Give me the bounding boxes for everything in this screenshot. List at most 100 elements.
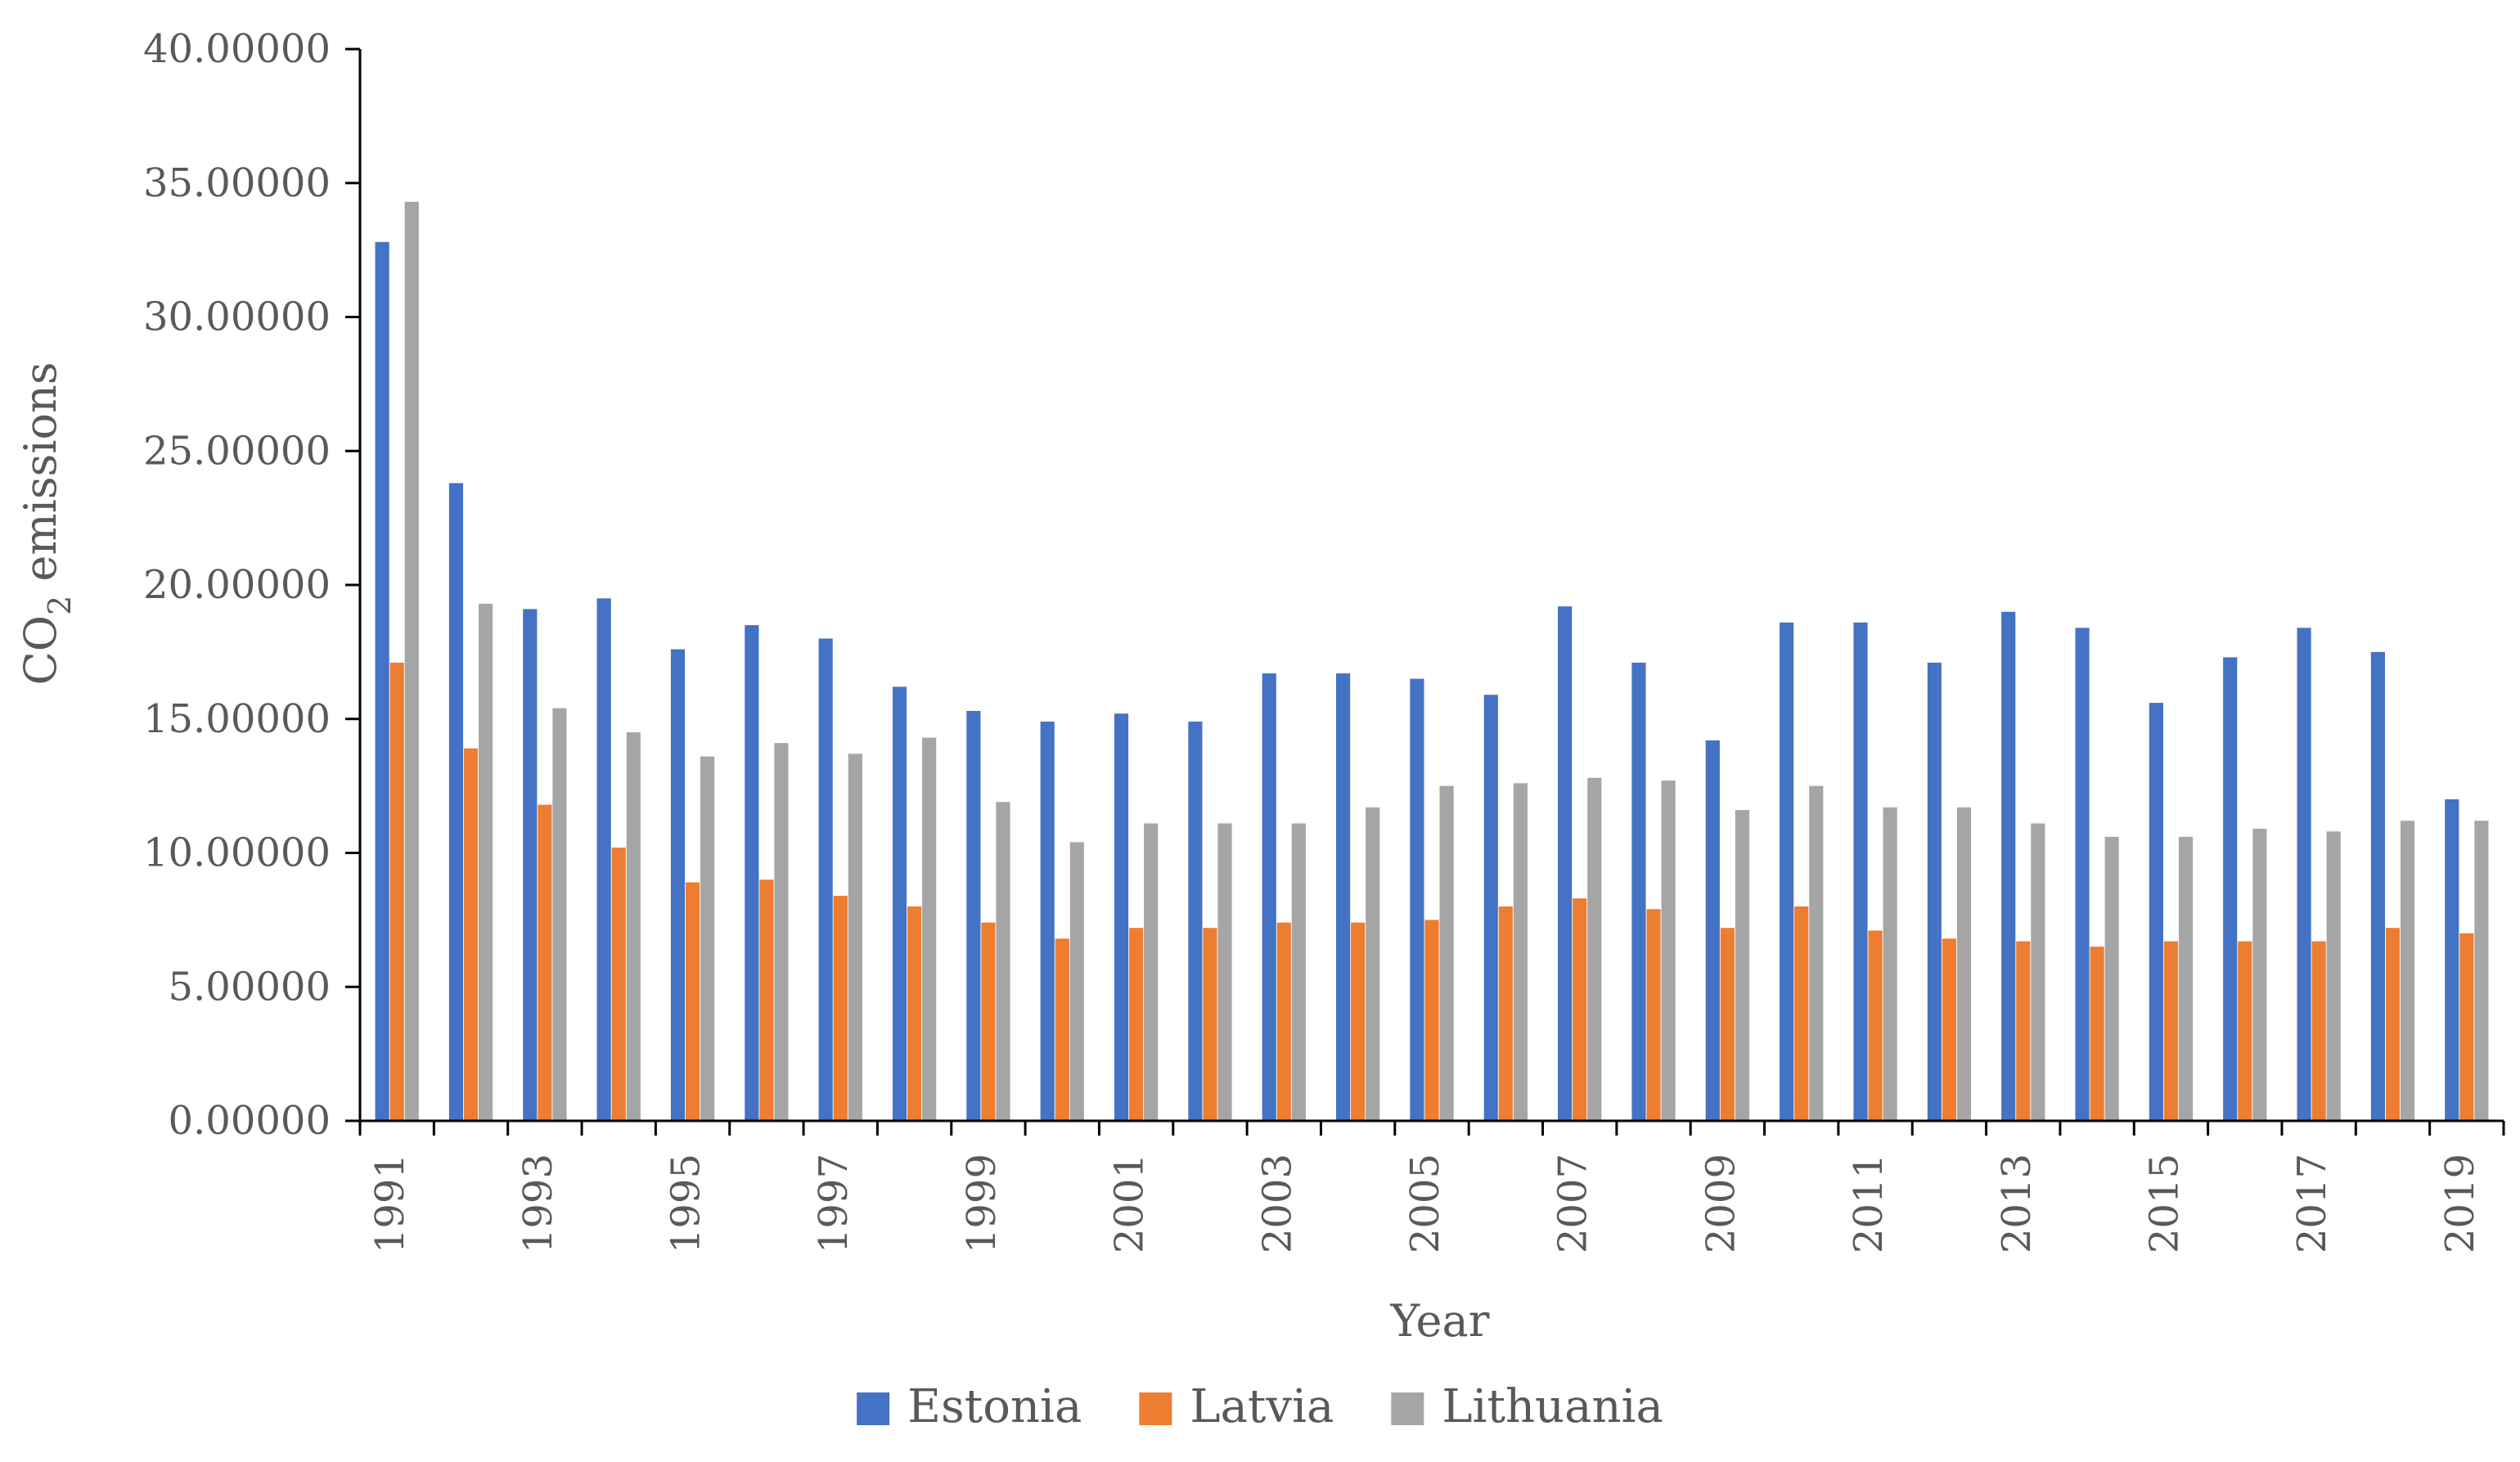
bar-estonia-1997 bbox=[818, 638, 833, 1121]
bar-estonia-2010 bbox=[1780, 622, 1794, 1121]
legend-swatch-lithuania bbox=[1391, 1392, 1424, 1425]
bar-latvia-1993 bbox=[538, 804, 552, 1121]
bar-lithuania-2012 bbox=[1956, 807, 1972, 1121]
bar-lithuania-2003 bbox=[1291, 823, 1306, 1121]
x-tick-label: 1991 bbox=[367, 1154, 413, 1253]
bar-latvia-1992 bbox=[463, 748, 479, 1121]
bar-estonia-2001 bbox=[1114, 713, 1129, 1121]
x-tick-label: 2009 bbox=[1698, 1154, 1744, 1253]
y-axis-ticks: 0.00000 5.00000 10.00000 15.00000 20.00000 25… bbox=[143, 26, 360, 1144]
bar-latvia-2014 bbox=[2090, 947, 2104, 1121]
legend-label-latvia: Latvia bbox=[1190, 1380, 1334, 1433]
legend-item-latvia: Latvia bbox=[1139, 1380, 1334, 1433]
x-tick-label: 2019 bbox=[2437, 1154, 2483, 1253]
x-tick-label: 1997 bbox=[811, 1154, 857, 1253]
x-tick-label: 2005 bbox=[1402, 1154, 1448, 1253]
y-axis-title-subscript: 2 bbox=[42, 596, 78, 615]
bar-latvia-2000 bbox=[1055, 938, 1069, 1121]
bar-estonia-2019 bbox=[2445, 799, 2459, 1121]
bar-lithuania-2010 bbox=[1809, 785, 1824, 1121]
bar-lithuania-1992 bbox=[479, 603, 493, 1121]
bar-lithuania-1995 bbox=[700, 756, 715, 1121]
y-tick-label: 25.00000 bbox=[143, 428, 331, 474]
bar-estonia-1993 bbox=[523, 609, 538, 1121]
bar-estonia-1998 bbox=[892, 686, 907, 1121]
bar-lithuania-2004 bbox=[1366, 807, 1380, 1121]
bar-latvia-1996 bbox=[759, 879, 774, 1121]
bar-latvia-2001 bbox=[1129, 928, 1144, 1121]
bar-latvia-2011 bbox=[1868, 930, 1883, 1121]
legend-item-lithuania: Lithuania bbox=[1391, 1380, 1663, 1433]
bar-lithuania-1997 bbox=[848, 753, 862, 1121]
bar-estonia-1994 bbox=[596, 598, 611, 1121]
x-tick-label: 2015 bbox=[2141, 1154, 2187, 1253]
x-tick-label: 2007 bbox=[1550, 1154, 1596, 1253]
bar-estonia-2015 bbox=[2149, 703, 2163, 1121]
y-tick-label: 5.00000 bbox=[169, 964, 331, 1010]
y-tick-label: 40.00000 bbox=[143, 26, 331, 72]
bar-lithuania-1998 bbox=[922, 737, 937, 1121]
bar-estonia-2014 bbox=[2075, 628, 2090, 1121]
bar-lithuania-2001 bbox=[1144, 823, 1159, 1121]
y-tick-label: 0.00000 bbox=[169, 1098, 331, 1144]
y-axis-title-suffix: emissions bbox=[15, 362, 66, 595]
bar-lithuania-2017 bbox=[2326, 831, 2341, 1121]
bar-lithuania-1991 bbox=[404, 201, 419, 1121]
bar-lithuania-2015 bbox=[2178, 836, 2194, 1121]
legend: Estonia Latvia Lithuania bbox=[857, 1380, 1663, 1433]
y-tick-label: 10.00000 bbox=[143, 830, 331, 876]
x-axis-ticks: 1991 1993 1995 1997 1999 2001 2003 2005 2007 2009… bbox=[358, 1121, 2505, 1253]
bar-lithuania-2014 bbox=[2104, 836, 2119, 1121]
bar-latvia-2010 bbox=[1794, 906, 1809, 1121]
bar-estonia-1995 bbox=[670, 649, 686, 1121]
bar-lithuania-2002 bbox=[1217, 823, 1232, 1121]
y-tick-label: 20.00000 bbox=[143, 562, 331, 608]
x-tick-label: 2003 bbox=[1254, 1154, 1300, 1253]
bar-latvia-2006 bbox=[1498, 906, 1513, 1121]
bar-latvia-2012 bbox=[1942, 938, 1956, 1121]
x-tick-label: 2001 bbox=[1107, 1154, 1153, 1253]
bar-lithuania-2013 bbox=[2031, 823, 2045, 1121]
bar-lithuania-2006 bbox=[1513, 783, 1528, 1121]
bar-latvia-2005 bbox=[1424, 920, 1439, 1121]
bar-latvia-2017 bbox=[2311, 941, 2326, 1121]
bar-estonia-2013 bbox=[2001, 611, 2016, 1121]
bar-estonia-2009 bbox=[1705, 740, 1720, 1121]
bar-lithuania-2009 bbox=[1735, 810, 1750, 1121]
bar-latvia-1997 bbox=[833, 895, 848, 1121]
bar-estonia-2003 bbox=[1262, 673, 1276, 1121]
bar-lithuania-1994 bbox=[626, 732, 641, 1121]
bar-latvia-2007 bbox=[1573, 898, 1587, 1121]
bar-lithuania-2007 bbox=[1587, 777, 1602, 1121]
bar-estonia-2000 bbox=[1040, 722, 1055, 1121]
bar-estonia-2004 bbox=[1336, 673, 1351, 1121]
bar-latvia-2004 bbox=[1351, 922, 1366, 1121]
y-tick-label: 30.00000 bbox=[143, 295, 331, 340]
bar-estonia-2006 bbox=[1483, 695, 1498, 1121]
bar-lithuania-2016 bbox=[2252, 829, 2267, 1121]
bar-estonia-2008 bbox=[1631, 662, 1646, 1121]
bar-latvia-1995 bbox=[685, 882, 700, 1121]
bar-lithuania-2008 bbox=[1661, 780, 1676, 1121]
bar-latvia-2013 bbox=[2016, 941, 2031, 1121]
bar-latvia-1999 bbox=[981, 922, 996, 1121]
legend-swatch-estonia bbox=[857, 1392, 890, 1425]
bar-lithuania-1993 bbox=[552, 708, 567, 1121]
y-axis-title: CO2 emissions bbox=[15, 362, 78, 685]
bar-latvia-2015 bbox=[2163, 941, 2179, 1121]
bar-latvia-2018 bbox=[2385, 928, 2401, 1121]
legend-label-lithuania: Lithuania bbox=[1442, 1380, 1663, 1433]
bar-lithuania-2018 bbox=[2400, 821, 2415, 1121]
y-tick-label: 15.00000 bbox=[143, 696, 331, 742]
bar-lithuania-2019 bbox=[2474, 821, 2489, 1121]
bar-estonia-2016 bbox=[2223, 657, 2238, 1121]
x-tick-label: 1995 bbox=[664, 1154, 709, 1253]
bar-lithuania-1996 bbox=[774, 743, 789, 1121]
legend-swatch-latvia bbox=[1139, 1392, 1172, 1425]
bar-estonia-2005 bbox=[1410, 678, 1424, 1121]
bar-estonia-1992 bbox=[448, 483, 464, 1121]
bar-latvia-2009 bbox=[1720, 928, 1735, 1121]
x-tick-label: 2011 bbox=[1846, 1154, 1892, 1253]
